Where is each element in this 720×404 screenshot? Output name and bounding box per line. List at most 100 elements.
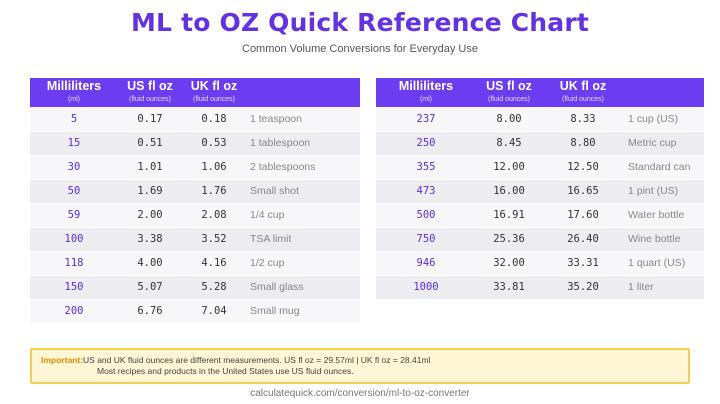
note-cell: 2 tablespoons bbox=[246, 155, 360, 180]
milliliters-cell: 237 bbox=[376, 107, 476, 132]
milliliters-cell: 15 bbox=[30, 131, 118, 156]
note-cell: 1 quart (US) bbox=[624, 251, 704, 276]
uk-fl-oz-cell: 7.04 bbox=[182, 299, 246, 324]
header-milliliters: Milliliters (ml) bbox=[30, 78, 118, 107]
milliliters-cell: 50 bbox=[30, 179, 118, 204]
us-fl-oz-cell: 4.00 bbox=[118, 251, 182, 276]
page-subtitle: Common Volume Conversions for Everyday U… bbox=[242, 43, 478, 55]
table-row: 750 25.36 26.40 Wine bottle bbox=[376, 227, 704, 252]
us-fl-oz-cell: 32.00 bbox=[476, 251, 542, 276]
milliliters-cell: 750 bbox=[376, 227, 476, 252]
us-fl-oz-cell: 16.91 bbox=[476, 203, 542, 228]
us-fl-oz-cell: 16.00 bbox=[476, 179, 542, 204]
note-cell: Small glass bbox=[246, 275, 360, 300]
uk-fl-oz-cell: 0.53 bbox=[182, 131, 246, 156]
table-row: 50 1.69 1.76 Small shot bbox=[30, 179, 360, 204]
milliliters-cell: 150 bbox=[30, 275, 118, 300]
uk-fl-oz-cell: 12.50 bbox=[542, 155, 624, 180]
note-cell: 1 liter bbox=[624, 275, 704, 300]
uk-fl-oz-cell: 16.65 bbox=[542, 179, 624, 204]
header-uk-fl-oz: UK fl oz (fluid ounces) bbox=[182, 78, 246, 107]
us-fl-oz-cell: 1.01 bbox=[118, 155, 182, 180]
note-cell: 1/4 cup bbox=[246, 203, 360, 228]
table-row: 500 16.91 17.60 Water bottle bbox=[376, 203, 704, 228]
note-cell: Small shot bbox=[246, 179, 360, 204]
milliliters-cell: 1000 bbox=[376, 275, 476, 300]
table-header-row: Milliliters (ml) US fl oz (fluid ounces) U… bbox=[30, 78, 360, 107]
milliliters-cell: 200 bbox=[30, 299, 118, 324]
table-row: 355 12.00 12.50 Standard can bbox=[376, 155, 704, 180]
uk-fl-oz-cell: 5.28 bbox=[182, 275, 246, 300]
important-line-1: Important:US and UK fluid ounces are dif… bbox=[41, 355, 688, 366]
table-row: 473 16.00 16.65 1 pint (US) bbox=[376, 179, 704, 204]
header-milliliters: Milliliters (ml) bbox=[376, 78, 476, 107]
us-fl-oz-cell: 8.45 bbox=[476, 131, 542, 156]
table-row: 30 1.01 1.06 2 tablespoons bbox=[30, 155, 360, 180]
header-us-fl-oz: US fl oz (fluid ounces) bbox=[118, 78, 182, 107]
us-fl-oz-cell: 1.69 bbox=[118, 179, 182, 204]
us-fl-oz-cell: 5.07 bbox=[118, 275, 182, 300]
note-cell: Standard can bbox=[624, 155, 704, 180]
us-fl-oz-cell: 2.00 bbox=[118, 203, 182, 228]
uk-fl-oz-cell: 4.16 bbox=[182, 251, 246, 276]
important-callout: Important:US and UK fluid ounces are dif… bbox=[30, 348, 690, 384]
note-cell: Water bottle bbox=[624, 203, 704, 228]
note-cell: 1/2 cup bbox=[246, 251, 360, 276]
uk-fl-oz-cell: 3.52 bbox=[182, 227, 246, 252]
table-row: 100 3.38 3.52 TSA limit bbox=[30, 227, 360, 252]
header-note bbox=[246, 78, 360, 107]
note-cell: 1 cup (US) bbox=[624, 107, 704, 132]
note-cell: 1 pint (US) bbox=[624, 179, 704, 204]
table-row: 237 8.00 8.33 1 cup (US) bbox=[376, 107, 704, 132]
table-row: 250 8.45 8.80 Metric cup bbox=[376, 131, 704, 156]
note-cell: 1 teaspoon bbox=[246, 107, 360, 132]
us-fl-oz-cell: 6.76 bbox=[118, 299, 182, 324]
us-fl-oz-cell: 8.00 bbox=[476, 107, 542, 132]
page-title: ML to OZ Quick Reference Chart bbox=[130, 8, 590, 37]
header-uk-fl-oz: UK fl oz (fluid ounces) bbox=[542, 78, 624, 107]
important-line-2: Most recipes and products in the United … bbox=[97, 366, 354, 376]
note-cell: 1 tablespoon bbox=[246, 131, 360, 156]
note-cell: Metric cup bbox=[624, 131, 704, 156]
note-cell: TSA limit bbox=[246, 227, 360, 252]
table-row: 15 0.51 0.53 1 tablespoon bbox=[30, 131, 360, 156]
uk-fl-oz-cell: 8.33 bbox=[542, 107, 624, 132]
note-cell: Small mug bbox=[246, 299, 360, 324]
milliliters-cell: 5 bbox=[30, 107, 118, 132]
header-note bbox=[624, 78, 704, 107]
uk-fl-oz-cell: 8.80 bbox=[542, 131, 624, 156]
table-row: 59 2.00 2.08 1/4 cup bbox=[30, 203, 360, 228]
conversion-table-small: Milliliters (ml) US fl oz (fluid ounces) U… bbox=[30, 78, 360, 324]
table-header-row: Milliliters (ml) US fl oz (fluid ounces) U… bbox=[376, 78, 704, 107]
milliliters-cell: 100 bbox=[30, 227, 118, 252]
uk-fl-oz-cell: 33.31 bbox=[542, 251, 624, 276]
us-fl-oz-cell: 3.38 bbox=[118, 227, 182, 252]
table-row: 946 32.00 33.31 1 quart (US) bbox=[376, 251, 704, 276]
milliliters-cell: 59 bbox=[30, 203, 118, 228]
table-row: 200 6.76 7.04 Small mug bbox=[30, 299, 360, 324]
milliliters-cell: 946 bbox=[376, 251, 476, 276]
milliliters-cell: 30 bbox=[30, 155, 118, 180]
us-fl-oz-cell: 0.17 bbox=[118, 107, 182, 132]
us-fl-oz-cell: 33.81 bbox=[476, 275, 542, 300]
conversion-table-large: Milliliters (ml) US fl oz (fluid ounces) U… bbox=[376, 78, 704, 300]
table-row: 5 0.17 0.18 1 teaspoon bbox=[30, 107, 360, 132]
note-cell: Wine bottle bbox=[624, 227, 704, 252]
us-fl-oz-cell: 12.00 bbox=[476, 155, 542, 180]
milliliters-cell: 250 bbox=[376, 131, 476, 156]
uk-fl-oz-cell: 17.60 bbox=[542, 203, 624, 228]
milliliters-cell: 473 bbox=[376, 179, 476, 204]
uk-fl-oz-cell: 35.20 bbox=[542, 275, 624, 300]
source-url[interactable]: calculatequick.com/conversion/ml-to-oz-c… bbox=[250, 388, 470, 399]
important-text: US and UK fluid ounces are different mea… bbox=[83, 355, 431, 365]
uk-fl-oz-cell: 2.08 bbox=[182, 203, 246, 228]
us-fl-oz-cell: 25.36 bbox=[476, 227, 542, 252]
uk-fl-oz-cell: 0.18 bbox=[182, 107, 246, 132]
table-row: 150 5.07 5.28 Small glass bbox=[30, 275, 360, 300]
header-us-fl-oz: US fl oz (fluid ounces) bbox=[476, 78, 542, 107]
uk-fl-oz-cell: 1.76 bbox=[182, 179, 246, 204]
uk-fl-oz-cell: 1.06 bbox=[182, 155, 246, 180]
milliliters-cell: 118 bbox=[30, 251, 118, 276]
uk-fl-oz-cell: 26.40 bbox=[542, 227, 624, 252]
milliliters-cell: 355 bbox=[376, 155, 476, 180]
